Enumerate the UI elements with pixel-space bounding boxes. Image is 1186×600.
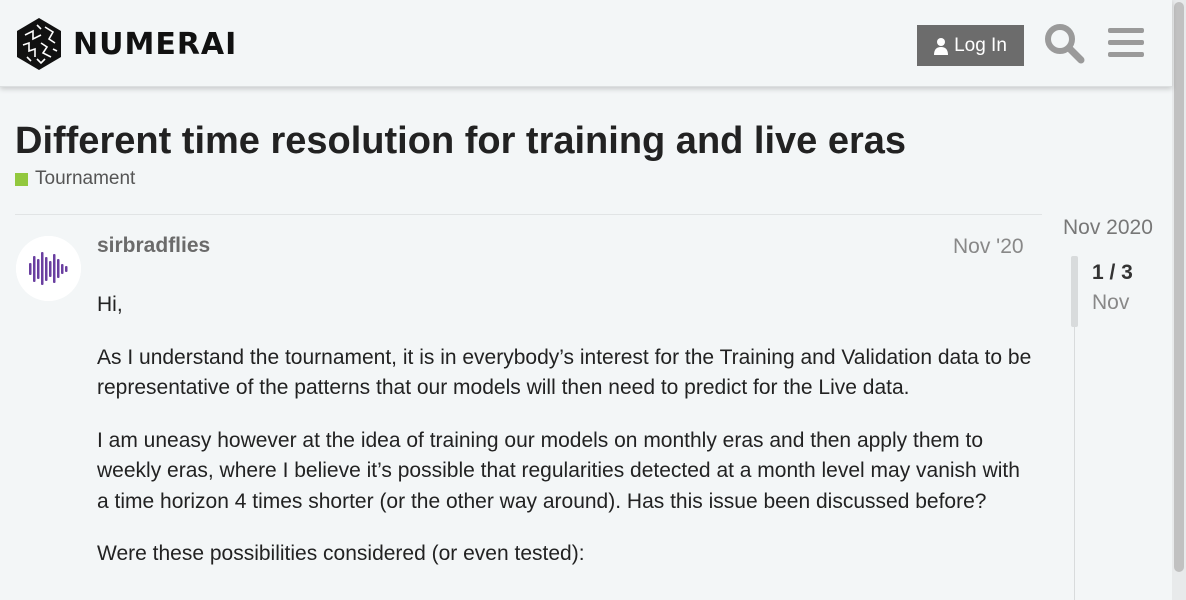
page-scrollbar[interactable] — [1172, 0, 1186, 600]
topic-title[interactable]: Different time resolution for training a… — [15, 120, 907, 162]
numerai-cube-icon — [17, 18, 61, 70]
post-paragraph: I am uneasy however at the idea of train… — [97, 428, 1020, 513]
site-header: NUMERAI Log In — [0, 0, 1172, 87]
brand-name: NUMERAI — [73, 26, 238, 62]
timeline-current-month: Nov — [1092, 291, 1130, 314]
post-paragraph: Were these possibilities considered (or … — [97, 542, 585, 565]
user-avatar[interactable] — [16, 236, 81, 301]
category-label: Tournament — [35, 168, 136, 189]
post-body: Hi, As I understand the tournament, it i… — [97, 290, 1032, 592]
category-color-swatch — [15, 172, 28, 186]
topic-divider — [15, 214, 1042, 215]
timeline-start-date[interactable]: Nov 2020 — [1063, 216, 1153, 239]
search-icon[interactable] — [1043, 22, 1085, 64]
post-paragraph: Hi, — [97, 293, 123, 316]
timeline-track — [1074, 256, 1075, 600]
category-badge[interactable]: Tournament — [15, 168, 135, 190]
scrollbar-thumb[interactable] — [1174, 2, 1184, 572]
timeline-post-count: 1 / 3 — [1092, 261, 1133, 284]
numerai-logo[interactable]: NUMERAI — [15, 17, 237, 71]
post-paragraph: As I understand the tournament, it is in… — [97, 345, 1032, 400]
user-icon — [934, 37, 949, 55]
post-username[interactable]: sirbradflies — [97, 234, 211, 257]
timeline-handle[interactable] — [1071, 256, 1078, 327]
soundwave-avatar-icon — [16, 236, 81, 301]
hamburger-menu-icon[interactable] — [1107, 26, 1145, 60]
login-button[interactable]: Log In — [917, 25, 1024, 66]
post-date[interactable]: Nov '20 — [953, 235, 1024, 258]
login-button-label: Log In — [954, 34, 1007, 56]
